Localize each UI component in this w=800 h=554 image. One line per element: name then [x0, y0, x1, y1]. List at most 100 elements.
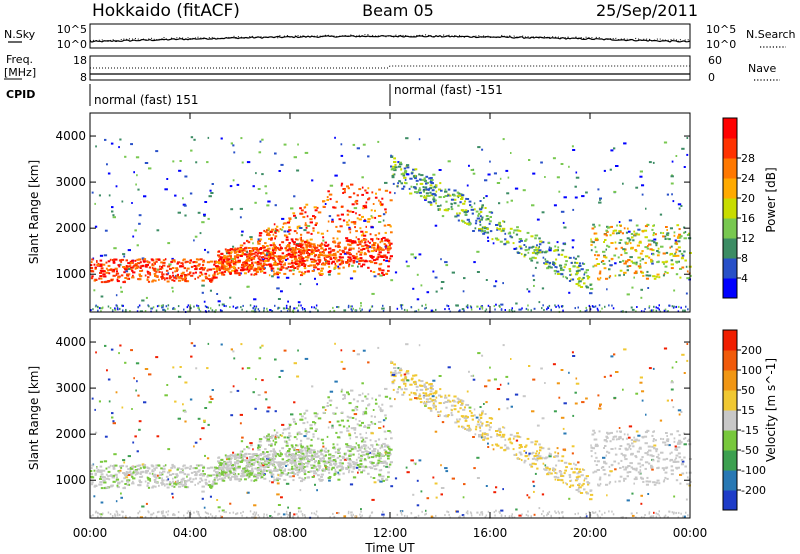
velocity-cell: [586, 492, 590, 495]
power-cell: [322, 239, 325, 242]
power-cell: [200, 273, 204, 276]
velocity-cell: [143, 466, 146, 469]
power-cell: [598, 272, 602, 275]
power-cell: [610, 242, 614, 244]
velocity-cell: [161, 473, 164, 476]
velocity-cell: [398, 367, 402, 370]
power-cell: [444, 188, 447, 191]
power-cell: [353, 222, 357, 225]
power-cell: [237, 267, 240, 270]
power-cell: [209, 280, 213, 283]
velocity-cell: [518, 446, 521, 449]
power-cell: [560, 253, 564, 256]
velocity-cell: [100, 470, 103, 473]
power-cell: [199, 310, 202, 313]
power-cell: [414, 257, 417, 260]
velocity-cell: [249, 470, 252, 473]
velocity-cell: [358, 424, 362, 427]
power-cell: [266, 245, 269, 247]
velocity-cell: [513, 435, 517, 438]
colorbar-segment: [723, 278, 737, 299]
power-cell: [281, 252, 285, 255]
power-cell: [465, 305, 468, 308]
velocity-cell: [432, 404, 436, 407]
power-cell: [187, 304, 190, 307]
power-cell: [292, 212, 296, 215]
power-cell: [137, 188, 140, 191]
velocity-cell: [267, 460, 271, 463]
power-cell: [554, 249, 558, 252]
velocity-cell: [261, 344, 264, 347]
velocity-cell: [356, 423, 359, 426]
power-cell: [356, 194, 359, 197]
power-cell: [240, 250, 243, 253]
power-cell: [253, 257, 256, 260]
velocity-cell: [488, 417, 493, 420]
velocity-cell: [476, 477, 480, 479]
velocity-cell: [261, 464, 265, 467]
velocity-cell: [348, 450, 352, 453]
velocity-cell: [681, 353, 685, 356]
velocity-cell: [242, 455, 245, 458]
power-cell: [132, 271, 136, 274]
power-cell: [253, 269, 257, 272]
power-cell: [423, 196, 427, 199]
power-cell: [295, 244, 299, 247]
power-cell: [322, 205, 326, 208]
power-cell: [159, 265, 161, 268]
power-cell: [271, 228, 275, 231]
power-cell: [347, 240, 351, 243]
velocity-cell: [168, 483, 172, 486]
power-cell: [232, 260, 235, 262]
power-cell: [302, 248, 305, 251]
power-cell: [99, 275, 103, 278]
power-cell: [512, 242, 515, 245]
power-cell: [485, 195, 488, 198]
velocity-cell: [378, 438, 380, 441]
velocity-cell: [165, 479, 169, 482]
power-cell: [383, 259, 385, 262]
power-cell: [316, 249, 319, 252]
power-cell: [353, 256, 356, 259]
power-cell: [417, 308, 420, 311]
power-cell: [233, 270, 237, 273]
velocity-cell: [257, 394, 261, 396]
power-cell: [615, 232, 618, 235]
power-cell: [310, 249, 314, 252]
velocity-cell: [367, 451, 370, 453]
velocity-cell: [115, 479, 118, 482]
power-cell: [132, 265, 135, 268]
power-cell: [279, 246, 282, 249]
power-cell: [242, 249, 245, 252]
velocity-cell: [451, 409, 453, 412]
velocity-cell: [678, 456, 682, 459]
velocity-cell: [403, 387, 406, 390]
power-cell: [495, 224, 499, 226]
power-cell: [671, 193, 673, 196]
velocity-cell: [99, 478, 103, 480]
velocity-cell: [101, 476, 104, 479]
velocity-cell: [156, 474, 159, 477]
power-cell: [259, 270, 262, 273]
velocity-cell: [254, 407, 257, 410]
power-colorbar-label: Power [dB]: [764, 167, 778, 232]
velocity-cell: [277, 454, 280, 457]
power-cell: [673, 234, 676, 237]
velocity-cell: [403, 382, 407, 385]
power-cell: [115, 273, 118, 276]
power-cell: [518, 238, 523, 240]
power-cell: [575, 171, 578, 174]
velocity-cell: [348, 462, 352, 465]
power-cell: [340, 182, 344, 185]
power-cell: [591, 305, 594, 308]
power-cell: [272, 263, 277, 266]
power-cell: [271, 275, 274, 278]
velocity-cell: [359, 433, 362, 436]
power-cell: [169, 268, 173, 270]
power-cell: [256, 263, 260, 266]
velocity-cell: [193, 344, 196, 347]
power-cell: [445, 200, 448, 203]
power-cell: [241, 263, 245, 266]
velocity-cell: [271, 434, 275, 437]
power-cell: [412, 168, 416, 171]
